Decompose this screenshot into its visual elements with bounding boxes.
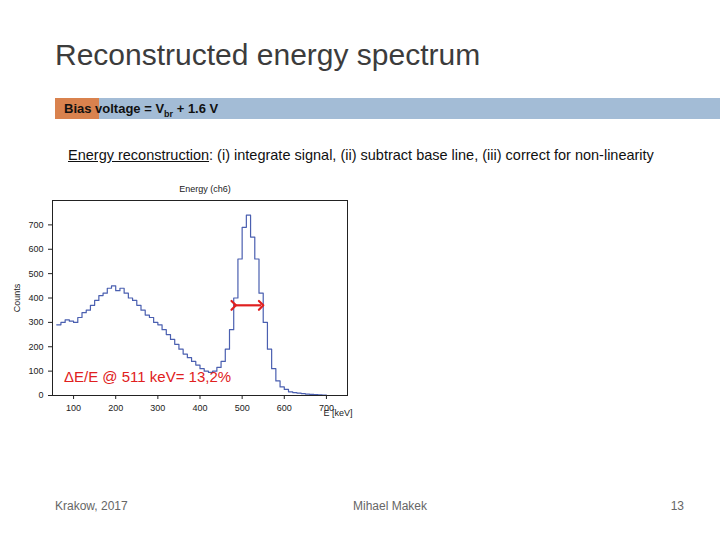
- svg-text:200: 200: [108, 403, 123, 413]
- html-text:Energy reconstruction: (i) int: Energy reconstruction: (i) integrate sig…: [68, 147, 654, 163]
- html-text:Mihael Makek: Mihael Makek: [353, 499, 427, 513]
- svg-text:100: 100: [28, 366, 43, 376]
- svg-text:Counts: Counts: [12, 283, 22, 312]
- html-text:Energy (ch6): Energy (ch6): [179, 184, 231, 194]
- html-text:13: 13: [670, 499, 684, 513]
- svg-text:0: 0: [38, 390, 43, 400]
- svg-text:600: 600: [28, 244, 43, 254]
- html-text:Reconstructed energy spectrum: Reconstructed energy spectrum: [55, 38, 481, 71]
- svg-text:500: 500: [235, 403, 250, 413]
- svg-text:E [keV]: E [keV]: [323, 408, 352, 418]
- svg-text:300: 300: [150, 403, 165, 413]
- html-text:Bias voltage = Vbr+ 1.6 V: Bias voltage = Vbr+ 1.6 V: [64, 101, 219, 119]
- svg-text:500: 500: [28, 269, 43, 279]
- svg-text:100: 100: [66, 403, 81, 413]
- svg-text:400: 400: [192, 403, 207, 413]
- svg-text:600: 600: [277, 403, 292, 413]
- html-text:ΔE/E @ 511 keV= 13,2%: ΔE/E @ 511 keV= 13,2%: [64, 368, 232, 385]
- svg-text:700: 700: [28, 220, 43, 230]
- html-text:Krakow, 2017: Krakow, 2017: [55, 499, 128, 513]
- svg-text:400: 400: [28, 293, 43, 303]
- svg-text:300: 300: [28, 317, 43, 327]
- svg-text:200: 200: [28, 342, 43, 352]
